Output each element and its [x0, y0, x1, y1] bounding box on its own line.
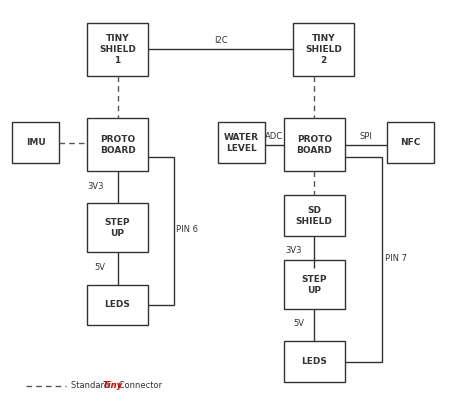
- FancyBboxPatch shape: [284, 195, 345, 236]
- FancyBboxPatch shape: [284, 341, 345, 382]
- FancyBboxPatch shape: [284, 118, 345, 171]
- Text: 3V3: 3V3: [285, 247, 301, 255]
- FancyBboxPatch shape: [87, 284, 148, 325]
- FancyBboxPatch shape: [284, 260, 345, 309]
- Text: LEDS: LEDS: [105, 300, 130, 309]
- FancyBboxPatch shape: [12, 122, 59, 163]
- Text: LEDS: LEDS: [301, 357, 327, 366]
- Text: PROTO
BOARD: PROTO BOARD: [296, 135, 332, 155]
- Text: IMU: IMU: [26, 138, 46, 147]
- Text: PIN 7: PIN 7: [384, 254, 407, 263]
- Text: NFC: NFC: [400, 138, 420, 147]
- Text: Standard: Standard: [71, 381, 111, 390]
- Text: PROTO
BOARD: PROTO BOARD: [100, 135, 136, 155]
- Text: Tiny: Tiny: [102, 381, 122, 390]
- Text: ADC: ADC: [265, 132, 283, 141]
- FancyBboxPatch shape: [218, 122, 265, 163]
- Text: WATER
LEVEL: WATER LEVEL: [224, 133, 259, 153]
- FancyBboxPatch shape: [87, 118, 148, 171]
- Text: 5V: 5V: [95, 263, 106, 272]
- Text: STEP
UP: STEP UP: [105, 218, 130, 238]
- FancyBboxPatch shape: [293, 23, 354, 76]
- Text: Connector: Connector: [117, 381, 163, 390]
- Text: 3V3: 3V3: [87, 182, 103, 191]
- Text: STEP
UP: STEP UP: [301, 275, 327, 295]
- Text: 5V: 5V: [293, 319, 304, 328]
- FancyBboxPatch shape: [387, 122, 434, 163]
- Text: TINY
SHIELD
1: TINY SHIELD 1: [99, 34, 136, 65]
- Text: SD
SHIELD: SD SHIELD: [296, 206, 333, 226]
- Text: TINY
SHIELD
2: TINY SHIELD 2: [305, 34, 342, 65]
- FancyBboxPatch shape: [87, 203, 148, 252]
- Text: I2C: I2C: [214, 36, 228, 45]
- Text: SPI: SPI: [359, 132, 372, 141]
- FancyBboxPatch shape: [87, 23, 148, 76]
- Text: PIN 6: PIN 6: [176, 225, 198, 234]
